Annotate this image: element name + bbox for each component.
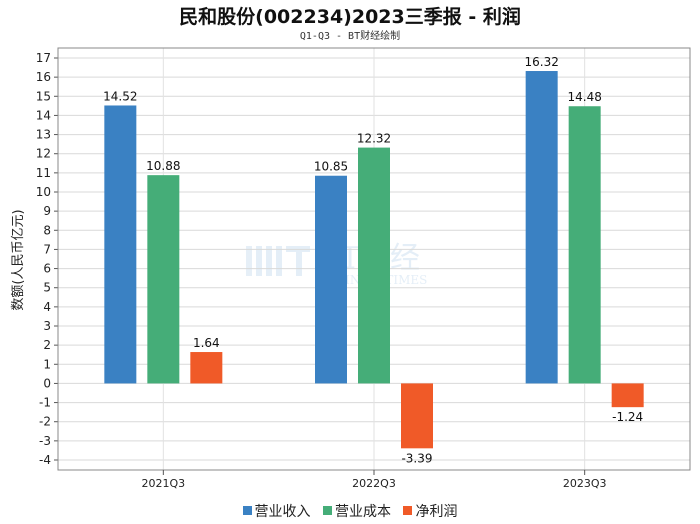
y-tick-label: -4 bbox=[39, 453, 51, 467]
y-tick-label: 14 bbox=[36, 108, 51, 122]
legend-item-cost: 营业成本 bbox=[323, 501, 391, 521]
legend-swatch-cost bbox=[323, 506, 332, 515]
legend: 营业收入 营业成本 净利润 bbox=[0, 501, 700, 521]
data-label: -3.39 bbox=[401, 451, 432, 465]
y-tick-label: 17 bbox=[36, 51, 51, 65]
bar bbox=[568, 106, 601, 384]
bar bbox=[611, 383, 644, 408]
data-labels: 14.52 10.88 1.64 10.85 12.32 -3.39 16.32 14.48 -… bbox=[103, 55, 643, 465]
y-tick-label: 12 bbox=[36, 147, 51, 161]
y-tick-label: 16 bbox=[36, 70, 51, 84]
y-tick-label: 13 bbox=[36, 128, 51, 142]
y-axis-label: 数额(人民币亿元) bbox=[11, 209, 26, 310]
y-tick-label: 6 bbox=[43, 262, 51, 276]
legend-swatch-net-profit bbox=[403, 506, 413, 515]
y-tick-label: 1 bbox=[43, 357, 51, 371]
x-tick-label: 2022Q3 bbox=[352, 477, 396, 490]
x-tick-label: 2021Q3 bbox=[142, 477, 186, 490]
y-tick-label: 11 bbox=[36, 166, 51, 180]
bars bbox=[104, 71, 644, 449]
data-label: 16.32 bbox=[524, 55, 558, 69]
y-tick-label: 8 bbox=[43, 223, 51, 237]
x-tick-label: 2023Q3 bbox=[563, 477, 607, 490]
data-label: 10.88 bbox=[146, 159, 180, 173]
y-tick-label: -2 bbox=[39, 415, 51, 429]
legend-item-revenue: 营业收入 bbox=[242, 501, 311, 521]
bar bbox=[147, 175, 180, 384]
legend-swatch-revenue bbox=[242, 506, 252, 515]
bar bbox=[104, 105, 137, 384]
bar bbox=[401, 383, 433, 449]
y-tick-label: 7 bbox=[43, 242, 51, 256]
data-label: -1.24 bbox=[612, 410, 643, 424]
data-label: 14.52 bbox=[103, 89, 137, 103]
y-tick-label: -1 bbox=[39, 396, 51, 410]
chart-title: 民和股份(002234)2023三季报 - 利润 bbox=[179, 6, 521, 28]
axes bbox=[54, 47, 691, 475]
bar bbox=[190, 352, 223, 384]
x-tick-labels: 2021Q3 2022Q3 2023Q3 bbox=[142, 477, 607, 490]
chart-subtitle: Q1-Q3 - BT财经绘制 bbox=[299, 31, 401, 42]
y-tick-label: -3 bbox=[39, 434, 51, 448]
bar bbox=[525, 71, 558, 384]
data-label: 10.85 bbox=[314, 160, 348, 174]
y-tick-label: 3 bbox=[43, 319, 51, 333]
legend-label-revenue: 营业收入 bbox=[254, 504, 311, 520]
data-label: 12.32 bbox=[357, 132, 391, 146]
y-tick-label: 5 bbox=[43, 281, 51, 295]
legend-label-cost: 营业成本 bbox=[335, 504, 391, 520]
data-label: 14.48 bbox=[567, 90, 601, 104]
y-tick-label: 4 bbox=[43, 300, 51, 314]
legend-label-net-profit: 净利润 bbox=[415, 504, 458, 520]
bar bbox=[315, 175, 347, 384]
y-tick-label: 9 bbox=[43, 204, 51, 218]
y-tick-label: 2 bbox=[43, 338, 51, 352]
data-label: 1.64 bbox=[193, 336, 220, 350]
y-tick-label: 10 bbox=[36, 185, 51, 199]
y-tick-label: 0 bbox=[43, 376, 51, 390]
legend-item-net-profit: 净利润 bbox=[403, 501, 457, 521]
y-tick-label: 15 bbox=[36, 89, 51, 103]
bar bbox=[358, 147, 390, 384]
